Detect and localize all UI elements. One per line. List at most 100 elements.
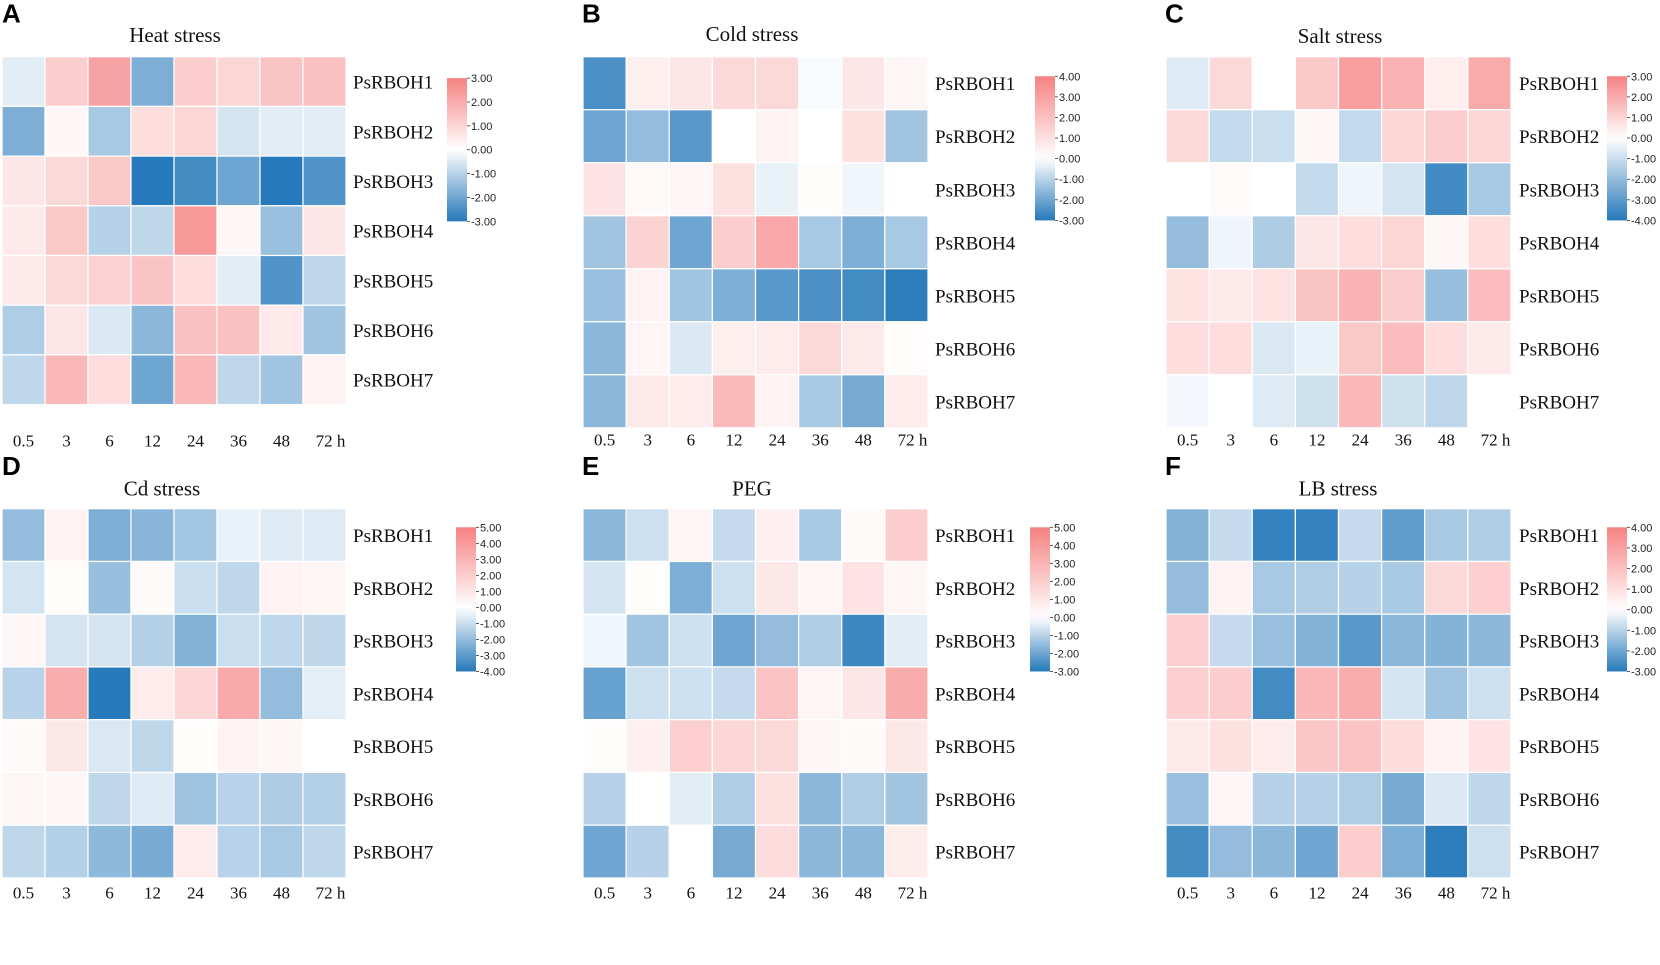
heatmap-cell: [1337, 56, 1383, 111]
heatmap-cell: [259, 304, 304, 356]
heatmap-cell: [884, 719, 929, 774]
column-label: 12: [144, 431, 161, 450]
panel-title: Cold stress: [706, 22, 799, 46]
heatmap-cell: [44, 205, 89, 257]
heatmap-cell: [1294, 613, 1340, 668]
heatmap-cell: [44, 824, 89, 879]
heatmap-cell: [216, 354, 261, 406]
column-label: 48: [855, 430, 872, 449]
heatmap-panel-a: A Heat stress PsRBOH1 PsRBOH2 PsRBOH3 PsRBOH4…: [1, 0, 496, 450]
heatmap-cell: [841, 508, 886, 563]
heatmap-cell: [1208, 374, 1253, 429]
legend-tick-label: 0.00: [1054, 612, 1075, 624]
heatmap-cell: [625, 719, 670, 774]
heatmap-cell: [711, 613, 757, 668]
row-label: PsRBOH1: [935, 526, 1015, 547]
heatmap-cell: [1, 824, 46, 879]
heatmap-cell: [1165, 162, 1210, 217]
heatmap-cell: [754, 268, 800, 323]
heatmap-cell: [711, 508, 757, 563]
column-label: 24: [187, 431, 205, 450]
column-label: 24: [1352, 883, 1370, 902]
heatmap-cell: [1424, 162, 1469, 217]
legend-tick-label: 2.00: [1631, 563, 1652, 575]
heatmap-cell: [1208, 719, 1253, 774]
heatmap-cell: [1165, 374, 1210, 429]
column-label: 3: [643, 883, 652, 902]
heatmap-cell: [87, 105, 132, 157]
heatmap-cell: [582, 56, 627, 111]
heatmap-cell: [754, 321, 800, 376]
heatmap-cell: [1208, 321, 1253, 376]
heatmap-cell: [625, 508, 670, 563]
heatmap-cell: [754, 109, 800, 164]
heatmap-cell: [1467, 824, 1512, 879]
legend-tick-label: -3.00: [1059, 215, 1084, 227]
heatmap-cell: [1467, 56, 1512, 111]
heatmap-cell: [841, 613, 886, 668]
heatmap-cell: [173, 205, 218, 257]
heatmap-cell: [1165, 613, 1210, 668]
legend-tick-label: -2.00: [480, 634, 505, 646]
column-label: 48: [1438, 883, 1455, 902]
panel-title: LB stress: [1299, 477, 1378, 501]
row-label: PsRBOH4: [935, 684, 1016, 705]
row-label: PsRBOH7: [353, 371, 433, 392]
column-label: 12: [1308, 883, 1325, 902]
heatmap-cell: [582, 321, 627, 376]
heatmap-cell: [1424, 666, 1469, 721]
heatmap-cell: [1381, 824, 1426, 879]
heatmap-cell: [582, 719, 627, 774]
heatmap-cell: [1294, 666, 1340, 721]
heatmap-cell: [841, 268, 886, 323]
column-label: 24: [769, 883, 787, 902]
legend-tick-label: -1.00: [1631, 154, 1656, 166]
row-label: PsRBOH4: [935, 233, 1016, 254]
column-label: 0.5: [594, 430, 615, 449]
legend-tick-label: 2.00: [1631, 92, 1652, 104]
heatmap-cell: [173, 824, 218, 879]
column-label: 0.5: [13, 431, 34, 450]
row-label: PsRBOH6: [935, 339, 1015, 360]
heatmap-cell: [259, 824, 304, 879]
heatmap-cell: [754, 824, 800, 879]
heatmap-cell: [1208, 56, 1253, 111]
heatmap-cell: [44, 56, 89, 108]
heatmap-cell: [173, 354, 218, 406]
heatmap-cell: [668, 162, 713, 217]
row-label: PsRBOH2: [935, 579, 1015, 600]
heatmap-cell: [1208, 771, 1253, 826]
row-label: PsRBOH5: [1519, 737, 1599, 758]
heatmap-cell: [711, 771, 757, 826]
heatmap-cell: [754, 719, 800, 774]
heatmap-cell: [87, 560, 132, 615]
row-label: PsRBOH3: [1519, 632, 1599, 653]
heatmap-cell: [1424, 215, 1469, 270]
heatmap-cell: [87, 666, 132, 721]
heatmap-cell: [1381, 560, 1426, 615]
heatmap-cell: [625, 374, 670, 429]
heatmap-cell: [668, 109, 713, 164]
heatmap-cell: [1424, 719, 1469, 774]
column-label: 36: [1395, 430, 1412, 449]
heatmap-cell: [668, 771, 713, 826]
column-label: 24: [1352, 430, 1370, 449]
heatmap-cell: [302, 354, 347, 406]
heatmap-cell: [884, 374, 929, 429]
heatmap-cell: [1, 666, 46, 721]
panel-title: Salt stress: [1298, 24, 1383, 48]
legend-tick-label: 3.00: [1631, 543, 1652, 555]
row-label: PsRBOH7: [1519, 843, 1599, 864]
heatmap-cell: [1251, 719, 1296, 774]
heatmap-cell: [668, 719, 713, 774]
heatmap-cell: [625, 268, 670, 323]
column-label: 0.5: [1177, 430, 1198, 449]
panel-letter: C: [1165, 0, 1184, 28]
heatmap-cell: [302, 771, 347, 826]
heatmap-cell: [44, 613, 89, 668]
heatmap-cell: [44, 354, 89, 406]
heatmap-cell: [259, 666, 304, 721]
row-label: PsRBOH1: [1519, 74, 1599, 95]
heatmap-cell: [754, 666, 800, 721]
heatmap-cell: [798, 268, 843, 323]
